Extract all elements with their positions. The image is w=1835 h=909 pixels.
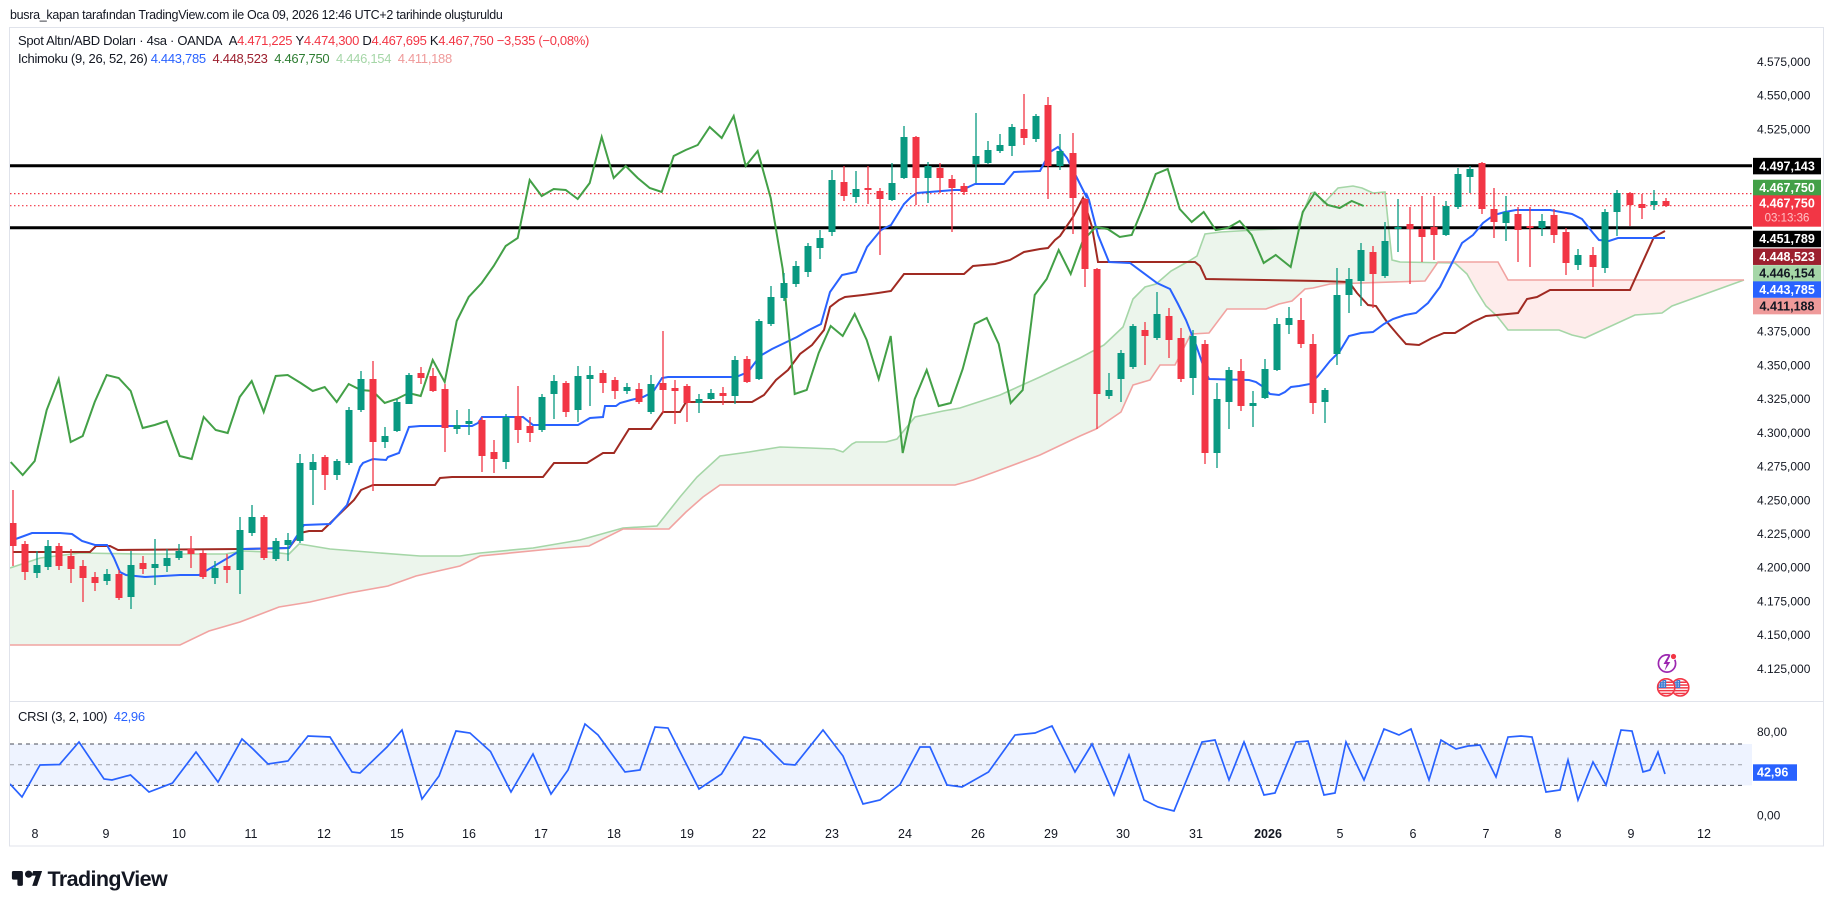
svg-text:4.446,154: 4.446,154 [1759, 267, 1815, 281]
svg-text:4.467,750: 4.467,750 [1759, 197, 1815, 211]
svg-text:CRSI (3, 2, 100) 42,96: CRSI (3, 2, 100) 42,96 [18, 709, 145, 724]
svg-text:7: 7 [1483, 827, 1490, 841]
svg-text:4.467,750: 4.467,750 [1759, 181, 1815, 195]
svg-text:6: 6 [1410, 827, 1417, 841]
svg-text:18: 18 [607, 827, 621, 841]
svg-text:12: 12 [317, 827, 331, 841]
svg-text:9: 9 [103, 827, 110, 841]
svg-text:30: 30 [1116, 827, 1130, 841]
svg-text:31: 31 [1189, 827, 1203, 841]
svg-text:0,00: 0,00 [1757, 809, 1781, 823]
svg-text:4.411,188: 4.411,188 [1760, 299, 1815, 313]
svg-text:4.375,000: 4.375,000 [1757, 325, 1811, 339]
svg-text:12: 12 [1697, 827, 1711, 841]
svg-text:22: 22 [752, 827, 766, 841]
svg-text:9: 9 [1628, 827, 1635, 841]
svg-text:TradingView: TradingView [48, 867, 169, 891]
svg-text:4.350,000: 4.350,000 [1757, 358, 1811, 372]
svg-text:16: 16 [462, 827, 476, 841]
svg-text:4.300,000: 4.300,000 [1757, 426, 1811, 440]
svg-text:2026: 2026 [1254, 827, 1282, 841]
svg-text:4.525,000: 4.525,000 [1757, 122, 1811, 136]
svg-text:4.250,000: 4.250,000 [1757, 493, 1811, 507]
svg-text:4.325,000: 4.325,000 [1757, 392, 1811, 406]
svg-text:8: 8 [32, 827, 39, 841]
svg-text:4.550,000: 4.550,000 [1757, 89, 1811, 103]
svg-text:Spot Altın/ABD Doları · 4sa ·: Spot Altın/ABD Doları · 4sa · OANDA A4.4… [18, 33, 589, 48]
svg-text:4.451,789: 4.451,789 [1759, 232, 1815, 246]
svg-text:4.150,000: 4.150,000 [1757, 628, 1811, 642]
svg-text:5: 5 [1337, 827, 1344, 841]
svg-text:busra_kapan tarafından Trading: busra_kapan tarafından TradingView.com i… [10, 8, 503, 22]
svg-text:15: 15 [390, 827, 404, 841]
svg-text:80,00: 80,00 [1757, 725, 1787, 739]
svg-text:8: 8 [1555, 827, 1562, 841]
svg-text:4.275,000: 4.275,000 [1757, 460, 1811, 474]
svg-text:4.443,785: 4.443,785 [1759, 283, 1815, 297]
svg-text:29: 29 [1044, 827, 1058, 841]
svg-text:4.497,143: 4.497,143 [1759, 159, 1815, 173]
svg-text:4.175,000: 4.175,000 [1757, 594, 1811, 608]
svg-text:Ichimoku (9, 26, 52, 26) 4.443: Ichimoku (9, 26, 52, 26) 4.443,785 4.448… [18, 51, 452, 66]
svg-text:4.125,000: 4.125,000 [1757, 662, 1811, 676]
svg-text:10: 10 [172, 827, 186, 841]
svg-text:03:13:36: 03:13:36 [1765, 213, 1810, 225]
svg-text:19: 19 [680, 827, 694, 841]
svg-text:26: 26 [971, 827, 985, 841]
svg-text:42,96: 42,96 [1757, 766, 1788, 780]
svg-text:4.200,000: 4.200,000 [1757, 561, 1811, 575]
svg-text:4.575,000: 4.575,000 [1757, 55, 1811, 69]
svg-text:4.225,000: 4.225,000 [1757, 527, 1811, 541]
svg-text:4.448,523: 4.448,523 [1759, 250, 1815, 264]
svg-text:11: 11 [245, 827, 258, 841]
svg-text:23: 23 [825, 827, 839, 841]
svg-text:17: 17 [534, 827, 548, 841]
svg-text:24: 24 [898, 827, 912, 841]
